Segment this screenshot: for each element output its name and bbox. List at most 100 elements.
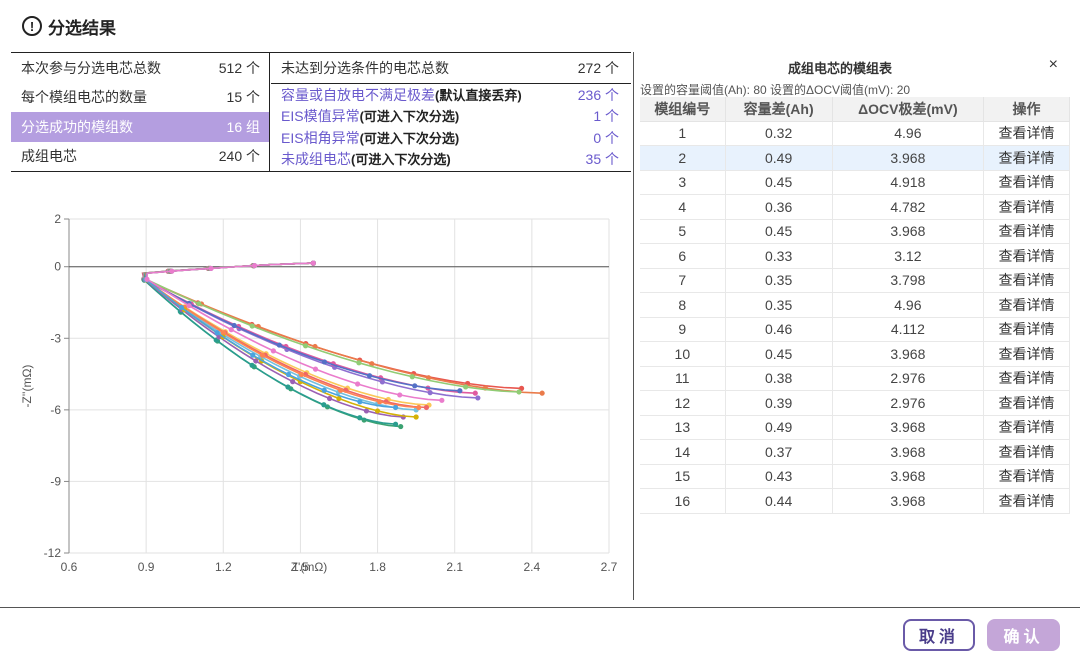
info-icon: ! bbox=[22, 16, 42, 36]
table-row[interactable]: 6 0.33 3.12 查看详情 bbox=[640, 243, 1070, 269]
y-tick-label: 2 bbox=[54, 212, 61, 226]
table-cell: 0.38 bbox=[725, 366, 833, 391]
unqualified-value: 1 个 bbox=[593, 108, 619, 125]
unqualified-row: 未成组电芯(可进入下次分选) 35 个 bbox=[271, 149, 631, 171]
series-line bbox=[143, 262, 430, 406]
data-point bbox=[439, 397, 445, 403]
close-icon[interactable]: × bbox=[1048, 56, 1058, 73]
table-cell: 10 bbox=[640, 341, 726, 367]
table-row[interactable]: 14 0.37 3.968 查看详情 bbox=[640, 439, 1070, 465]
data-point bbox=[392, 404, 399, 411]
view-details-link[interactable]: 查看详情 bbox=[983, 341, 1070, 367]
view-details-link[interactable]: 查看详情 bbox=[983, 292, 1070, 318]
table-cell: 0.45 bbox=[725, 170, 833, 195]
data-point bbox=[409, 374, 415, 380]
y-tick-label: -12 bbox=[44, 546, 62, 560]
table-cell: 2 bbox=[640, 145, 726, 171]
view-details-link[interactable]: 查看详情 bbox=[983, 366, 1070, 391]
unqualified-value: 236 个 bbox=[577, 86, 619, 103]
unqualified-total-row: 未达到分选条件的电芯总数 272 个 bbox=[271, 53, 631, 84]
table-row[interactable]: 10 0.45 3.968 查看详情 bbox=[640, 341, 1070, 367]
view-details-link[interactable]: 查看详情 bbox=[983, 439, 1070, 465]
data-point bbox=[337, 387, 344, 393]
table-cell: 1 bbox=[640, 121, 726, 146]
table-cell: 4 bbox=[640, 194, 726, 220]
unqualified-value: 35 个 bbox=[585, 151, 619, 168]
data-point bbox=[357, 415, 363, 421]
summary-left: 本次参与分选电芯总数 512 个每个模组电芯的数量 15 个分选成功的模组数 16 组… bbox=[11, 53, 270, 171]
table-row[interactable]: 7 0.35 3.798 查看详情 bbox=[640, 268, 1070, 293]
table-row[interactable]: 13 0.49 3.968 查看详情 bbox=[640, 415, 1070, 440]
data-point bbox=[516, 389, 522, 395]
eis-nyquist-chart: 0.6 0.9 1.2 1.5 1.8 2.1 2.4 2.7 2 0 -3 -6 -9 -12 Z'(mΩ… bbox=[20, 212, 618, 574]
table-row[interactable]: 5 0.45 3.968 查看详情 bbox=[640, 219, 1070, 244]
view-details-link[interactable]: 查看详情 bbox=[983, 170, 1070, 195]
table-row[interactable]: 2 0.49 3.968 查看详情 bbox=[640, 145, 1070, 171]
summary-row[interactable]: 成组电芯 240 个 bbox=[11, 142, 269, 172]
data-point bbox=[463, 384, 469, 390]
summary-value: 16 组 bbox=[226, 118, 260, 135]
view-details-link[interactable]: 查看详情 bbox=[983, 243, 1070, 269]
summary-label: 本次参与分选电芯总数 bbox=[21, 59, 161, 76]
table-cell: 0.44 bbox=[725, 488, 833, 514]
table-cell: 3.12 bbox=[832, 243, 985, 269]
data-point bbox=[326, 395, 333, 402]
table-cell: 0.35 bbox=[725, 268, 833, 293]
unqualified-label[interactable]: EIS模值异常 bbox=[281, 108, 360, 125]
table-row[interactable]: 3 0.45 4.918 查看详情 bbox=[640, 170, 1070, 195]
summary-row[interactable]: 分选成功的模组数 16 组 bbox=[11, 112, 269, 142]
table-row[interactable]: 8 0.35 4.96 查看详情 bbox=[640, 292, 1070, 318]
view-details-link[interactable]: 查看详情 bbox=[983, 464, 1070, 489]
table-row[interactable]: 9 0.46 4.112 查看详情 bbox=[640, 317, 1070, 342]
table-header: 操作 bbox=[983, 97, 1070, 122]
view-details-link[interactable]: 查看详情 bbox=[983, 317, 1070, 342]
table-row[interactable]: 12 0.39 2.976 查看详情 bbox=[640, 390, 1070, 416]
unqualified-label[interactable]: 容量或自放电不满足极差 bbox=[281, 86, 435, 103]
dialog-titlebar: ! 分选结果 bbox=[0, 0, 1080, 52]
table-cell: 4.918 bbox=[832, 170, 985, 195]
view-details-link[interactable]: 查看详情 bbox=[983, 145, 1070, 171]
table-cell: 0.37 bbox=[725, 439, 833, 465]
table-header: 容量差(Ah) bbox=[725, 97, 833, 122]
module-table: 模组编号 容量差(Ah) ΔOCV极差(mV) 操作 1 0.32 4.96 查看详情 2 0.… bbox=[640, 97, 1070, 514]
unqualified-label[interactable]: 未成组电芯 bbox=[281, 151, 351, 168]
unqualified-label-group: EIS模值异常(可进入下次分选) bbox=[281, 106, 459, 126]
view-details-link[interactable]: 查看详情 bbox=[983, 415, 1070, 440]
cancel-button[interactable]: 取消 bbox=[903, 619, 975, 651]
unqualified-value: 0 个 bbox=[593, 129, 619, 146]
y-tick-label: -3 bbox=[50, 331, 61, 345]
view-details-link[interactable]: 查看详情 bbox=[983, 121, 1070, 146]
confirm-button[interactable]: 确认 bbox=[987, 619, 1060, 651]
unqualified-label[interactable]: EIS相角异常 bbox=[281, 129, 360, 146]
data-point bbox=[321, 387, 327, 393]
table-row[interactable]: 4 0.36 4.782 查看详情 bbox=[640, 194, 1070, 220]
view-details-link[interactable]: 查看详情 bbox=[983, 488, 1070, 514]
data-point bbox=[357, 399, 363, 405]
table-cell: 0.33 bbox=[725, 243, 833, 269]
table-row[interactable]: 1 0.32 4.96 查看详情 bbox=[640, 121, 1070, 146]
view-details-link[interactable]: 查看详情 bbox=[983, 390, 1070, 416]
series-line bbox=[141, 262, 543, 394]
data-point bbox=[425, 375, 432, 381]
table-row[interactable]: 15 0.43 3.968 查看详情 bbox=[640, 464, 1070, 489]
table-cell: 0.45 bbox=[725, 341, 833, 367]
table-cell: 13 bbox=[640, 415, 726, 440]
data-point bbox=[398, 423, 404, 430]
series-line bbox=[143, 262, 396, 425]
table-row[interactable]: 16 0.44 3.968 查看详情 bbox=[640, 488, 1070, 514]
summary-value: 512 个 bbox=[218, 59, 260, 76]
data-point bbox=[196, 301, 202, 307]
view-details-link[interactable]: 查看详情 bbox=[983, 219, 1070, 244]
view-details-link[interactable]: 查看详情 bbox=[983, 268, 1070, 293]
unqualified-note: (可进入下次分选) bbox=[359, 130, 460, 146]
data-point bbox=[253, 358, 259, 364]
threshold-subtitle: 设置的容量阈值(Ah): 80 设置的ΔOCV阈值(mV): 20 bbox=[640, 83, 911, 97]
table-row[interactable]: 11 0.38 2.976 查看详情 bbox=[640, 366, 1070, 391]
data-point bbox=[214, 330, 220, 336]
summary-row[interactable]: 每个模组电芯的数量 15 个 bbox=[11, 83, 269, 113]
data-point bbox=[379, 379, 385, 385]
summary-row[interactable]: 本次参与分选电芯总数 512 个 bbox=[11, 53, 269, 83]
unqualified-label-group: 未成组电芯(可进入下次分选) bbox=[281, 149, 451, 169]
view-details-link[interactable]: 查看详情 bbox=[983, 194, 1070, 220]
panel-divider bbox=[633, 52, 634, 600]
